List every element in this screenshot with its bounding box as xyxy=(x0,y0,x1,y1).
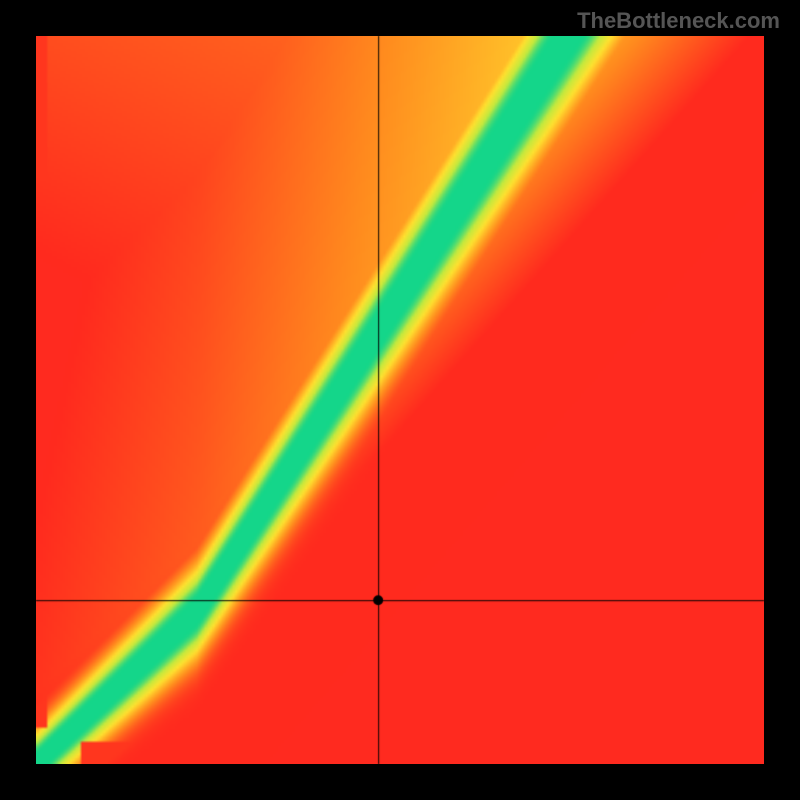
chart-container: TheBottleneck.com xyxy=(0,0,800,800)
overlay-canvas xyxy=(0,0,800,800)
watermark-label: TheBottleneck.com xyxy=(577,8,780,34)
